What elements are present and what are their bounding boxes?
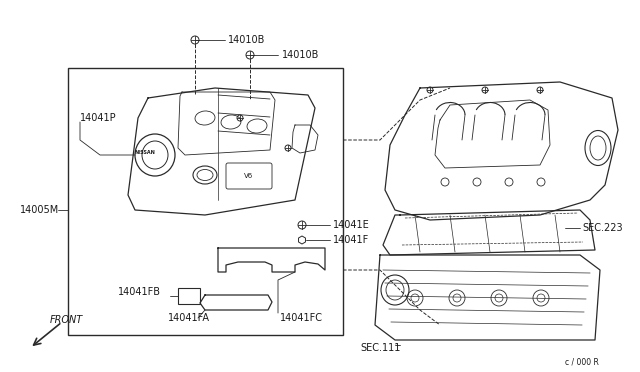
Text: 14041P: 14041P [80, 113, 116, 123]
Text: 14041F: 14041F [333, 235, 369, 245]
Text: V6: V6 [244, 173, 253, 179]
Text: NISSAN: NISSAN [134, 150, 156, 154]
Bar [178, 288, 200, 304]
Text: 14041FC: 14041FC [280, 313, 323, 323]
Text: 14010B: 14010B [228, 35, 266, 45]
Text: SEC.111: SEC.111 [360, 343, 401, 353]
Bar [68, 68, 343, 335]
Text: 14041FA: 14041FA [168, 313, 210, 323]
Text: SEC.223: SEC.223 [582, 223, 623, 233]
Text: 14005M: 14005M [20, 205, 60, 215]
Text: 14010B: 14010B [282, 50, 319, 60]
Text: FRONT: FRONT [50, 315, 83, 325]
Text: c / 000 R: c / 000 R [565, 357, 599, 366]
Text: 14041E: 14041E [333, 220, 370, 230]
Text: 14041FB: 14041FB [118, 287, 161, 297]
